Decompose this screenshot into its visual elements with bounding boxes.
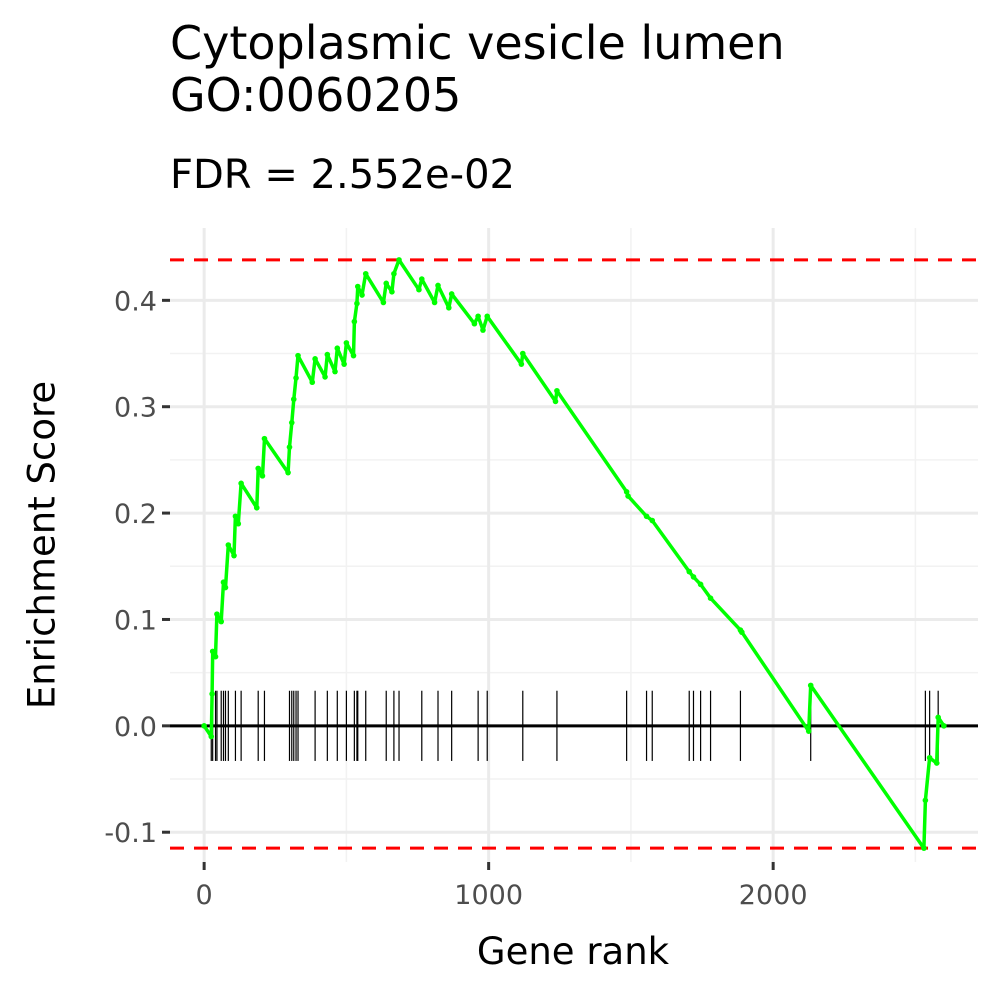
enrichment-point xyxy=(354,300,360,307)
enrichment-point xyxy=(649,517,656,524)
enrichment-point xyxy=(625,493,631,499)
enrichment-point xyxy=(431,299,438,306)
enrichment-point xyxy=(354,283,361,290)
enrichment-point xyxy=(324,351,331,358)
enrichment-point xyxy=(214,611,220,617)
enrichment-point xyxy=(922,797,929,804)
enrichment-point xyxy=(518,361,525,367)
y-tick-label: 0.2 xyxy=(114,499,157,530)
enrichment-point xyxy=(554,387,560,394)
enrichment-point xyxy=(288,419,295,426)
enrichment-point xyxy=(322,374,328,380)
enrichment-point xyxy=(261,435,268,442)
enrichment-point xyxy=(359,292,365,298)
enrichment-point xyxy=(295,352,301,359)
enrichment-point xyxy=(805,728,812,734)
enrichment-point xyxy=(391,270,397,277)
enrichment-point xyxy=(334,345,341,352)
chart-title-line1: Cytoplasmic vesicle lumen xyxy=(170,16,785,70)
enrichment-point xyxy=(286,444,293,450)
enrichment-point xyxy=(285,469,291,476)
enrichment-point xyxy=(312,356,318,362)
enrichment-point xyxy=(255,465,261,472)
enrichment-point xyxy=(238,480,244,487)
enrichment-point xyxy=(519,350,526,357)
enrichment-point xyxy=(707,595,714,601)
enrichment-point xyxy=(290,396,297,403)
x-tick-label: 2000 xyxy=(739,880,808,911)
enrichment-point xyxy=(484,313,491,320)
enrichment-point xyxy=(933,760,940,766)
enrichment-point xyxy=(343,340,350,346)
enrichment-point xyxy=(220,579,227,586)
chart-title-line2: GO:0060205 xyxy=(170,68,462,122)
enrichment-point xyxy=(201,723,207,729)
enrichment-point xyxy=(222,584,229,591)
x-tick-label: 1000 xyxy=(454,880,523,911)
enrichment-point xyxy=(232,513,239,520)
x-axis-label: Gene rank xyxy=(476,930,670,973)
enrichment-point xyxy=(686,568,693,575)
enrichment-point xyxy=(418,276,425,282)
y-tick-label: 0.3 xyxy=(114,393,157,424)
enrichment-point xyxy=(209,691,215,697)
enrichment-point xyxy=(690,574,697,580)
enrichment-point xyxy=(218,618,225,625)
enrichment-point xyxy=(383,280,390,287)
enrichment-point xyxy=(212,653,219,660)
enrichment-point xyxy=(351,318,358,325)
enrichment-point xyxy=(253,504,260,511)
enrichment-point xyxy=(926,754,933,761)
enrichment-point xyxy=(807,682,814,689)
enrichment-point xyxy=(446,304,452,311)
enrichment-point xyxy=(475,313,481,320)
enrichment-point xyxy=(350,352,357,359)
enrichment-point xyxy=(259,473,266,479)
enrichment-point xyxy=(623,489,630,495)
enrichment-point xyxy=(941,723,947,729)
y-tick-label: -0.1 xyxy=(104,818,157,849)
enrichment-point xyxy=(309,379,316,386)
enrichment-point xyxy=(209,648,216,655)
enrichment-point xyxy=(435,282,441,289)
y-tick-label: 0.4 xyxy=(114,286,157,317)
enrichment-point xyxy=(416,286,422,293)
y-axis-label: Enrichment Score xyxy=(20,380,64,710)
enrichment-point xyxy=(935,714,941,721)
enrichment-point xyxy=(208,733,215,740)
x-tick-label: 0 xyxy=(196,880,213,911)
enrichment-point xyxy=(448,291,455,297)
enrichment-point xyxy=(235,520,242,527)
enrichment-point xyxy=(480,327,486,333)
enrichment-point xyxy=(697,581,704,588)
enrichment-point xyxy=(739,629,745,636)
enrichment-point xyxy=(643,513,650,520)
enrichment-point xyxy=(362,270,369,277)
chart-subtitle: FDR = 2.552e-02 xyxy=(170,152,515,198)
enrichment-point xyxy=(396,257,402,263)
enrichment-point xyxy=(552,398,559,405)
enrichment-point xyxy=(389,289,395,295)
y-tick-label: 0.1 xyxy=(114,605,157,636)
enrichment-point xyxy=(341,361,347,367)
enrichment-point xyxy=(471,320,478,327)
enrichment-point xyxy=(332,368,338,375)
enrichment-point xyxy=(380,299,387,306)
y-tick-label: 0.0 xyxy=(114,712,157,743)
enrichment-point xyxy=(293,375,299,381)
enrichment-point xyxy=(921,845,927,851)
enrichment-point xyxy=(231,552,237,559)
enrichment-point xyxy=(225,542,232,548)
